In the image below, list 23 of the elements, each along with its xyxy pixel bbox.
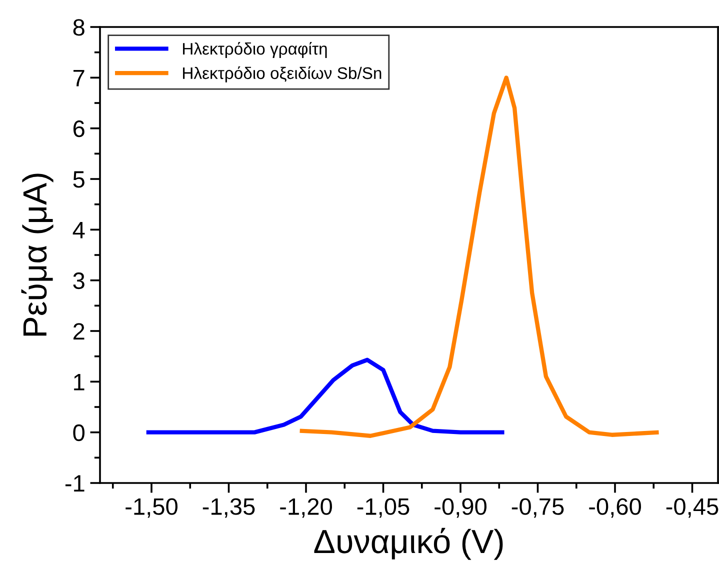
- y-tick-label: -1: [65, 475, 84, 492]
- legend-label: Ηλεκτρόδιο γραφίτη: [183, 42, 327, 58]
- y-tick-label: 2: [73, 323, 84, 340]
- y-tick-label: 4: [72, 222, 85, 238]
- y-tick-label: 5: [73, 171, 84, 188]
- x-tick-label: -0,45: [666, 498, 718, 518]
- y-tick-label: 8: [73, 19, 84, 36]
- line-series: [144, 358, 506, 434]
- x-axis-title: Δυναμικό (V): [314, 528, 503, 560]
- y-tick-label: 7: [73, 70, 84, 86]
- x-tick-label: -0,75: [512, 498, 564, 518]
- y-tick-label: 3: [73, 272, 84, 290]
- y-tick-label: 1: [74, 374, 84, 390]
- y-tick-label: 6: [73, 120, 84, 138]
- x-tick-label: -1,05: [357, 498, 410, 518]
- x-tick-label: -1,20: [280, 498, 332, 518]
- y-axis-title: Ρεύμα (μA): [21, 174, 54, 336]
- x-tick-label: -0,60: [589, 498, 641, 518]
- x-tick-label: -1,35: [202, 498, 255, 518]
- y-tick-label: 0: [73, 424, 84, 442]
- x-tick-label: -0,90: [434, 498, 486, 518]
- x-tick-label: -1,50: [126, 498, 178, 518]
- legend-label: Ηλεκτρόδιο οξειδίων Sb/Sn: [183, 66, 382, 82]
